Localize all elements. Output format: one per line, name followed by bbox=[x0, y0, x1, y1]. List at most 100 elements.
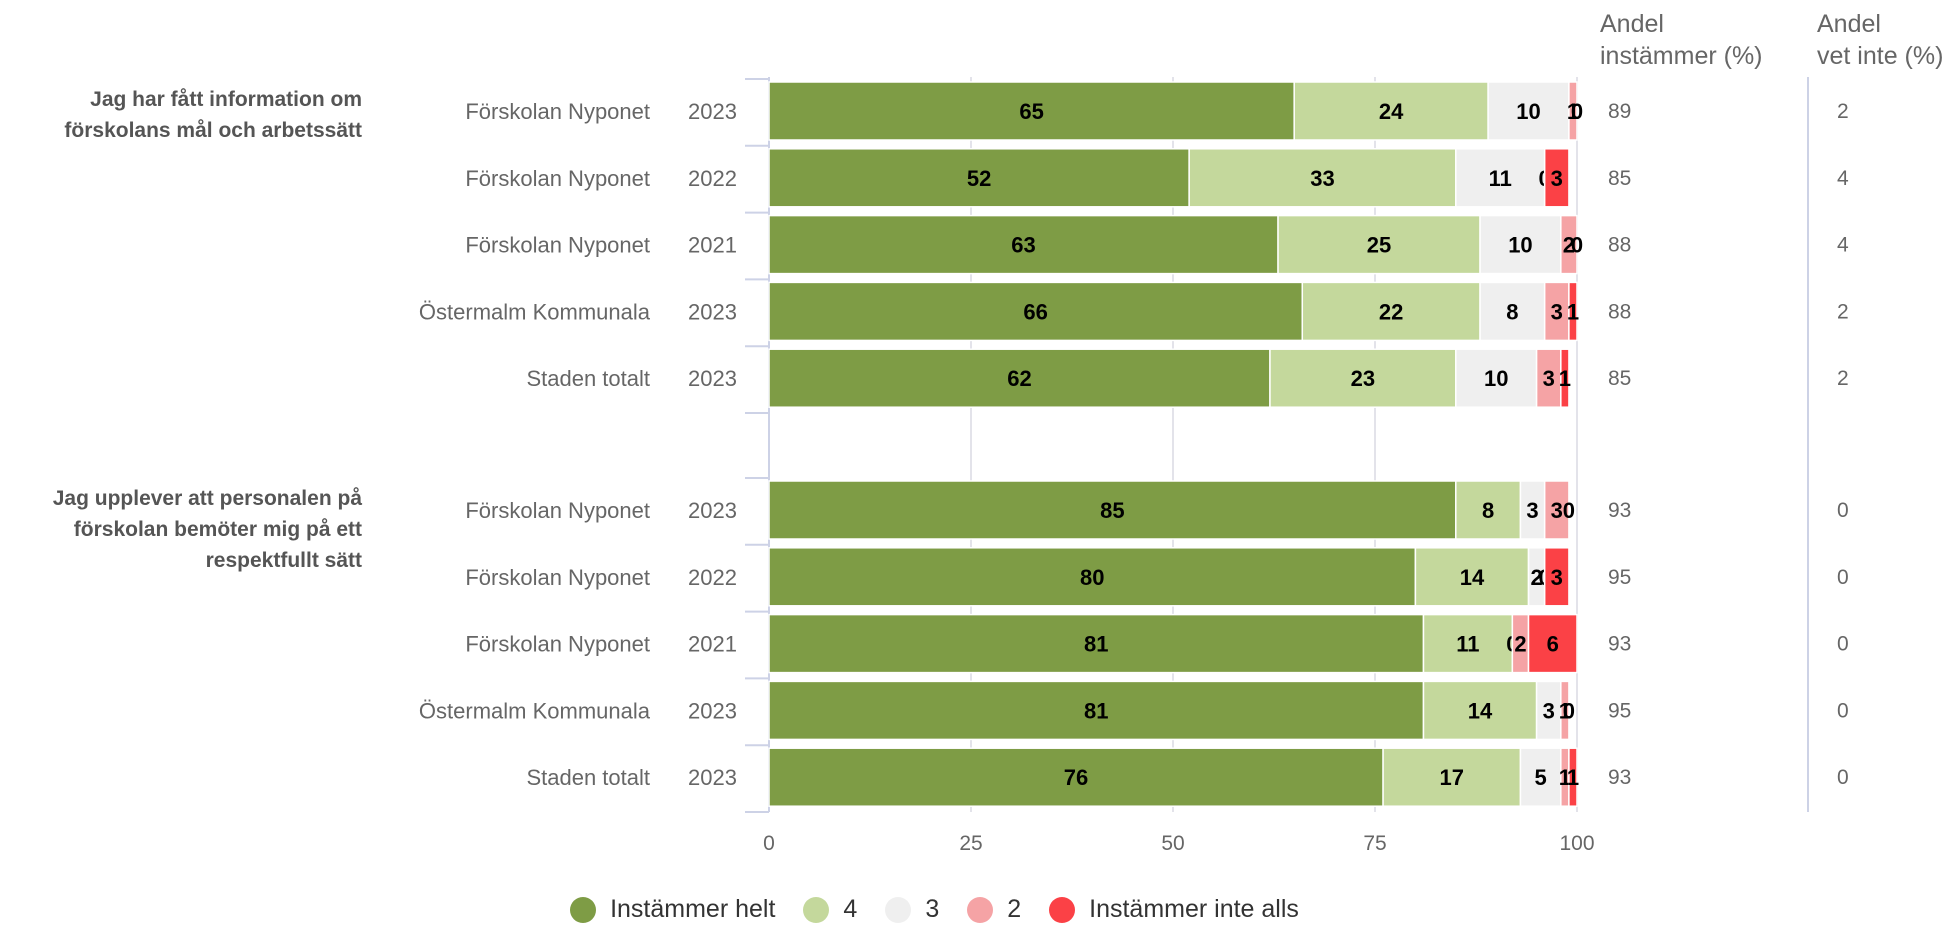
data-label-group2-forskolan-nyponet-2023-4: 8 bbox=[1482, 498, 1494, 523]
bar-segment-group2-forskolan-nyponet-2022-instammer-helt[interactable] bbox=[768, 547, 1417, 607]
data-label-group2-forskolan-nyponet-2023-instammer-inte-alls: 0 bbox=[1563, 498, 1575, 523]
data-label-group2-forskolan-nyponet-2022-4: 14 bbox=[1460, 565, 1485, 590]
bar-segment-group2-staden-totalt-2023-instammer-inte-alls[interactable] bbox=[1568, 747, 1578, 807]
bar-segment-group1-forskolan-nyponet-2021-instammer-helt[interactable] bbox=[768, 214, 1279, 275]
bar-segment-group1-forskolan-nyponet-2022-instammer-inte-alls[interactable] bbox=[1543, 148, 1570, 208]
col-header-andel-instammer: Andel instämmer (%) bbox=[1600, 8, 1763, 72]
data-label-group1-ostermalm-kommunala-2023-instammer-inte-alls: 1 bbox=[1567, 299, 1579, 324]
bar-segment-group1-forskolan-nyponet-2023-instammer-helt[interactable] bbox=[768, 81, 1295, 141]
andel-vet-inte-group1-forskolan-nyponet-2021: 4 bbox=[1837, 234, 1849, 257]
data-label-group1-ostermalm-kommunala-2023-instammer-helt: 66 bbox=[1023, 299, 1047, 324]
bar-segment-group1-forskolan-nyponet-2023-2[interactable] bbox=[1568, 81, 1578, 141]
row-year-group2-staden-totalt-2023: 2023 bbox=[688, 765, 737, 790]
bar-segment-group1-staden-totalt-2023-4[interactable] bbox=[1269, 348, 1457, 408]
bar-segment-group1-forskolan-nyponet-2022-3[interactable] bbox=[1455, 148, 1546, 208]
data-label-group1-forskolan-nyponet-2023-instammer-inte-alls: 0 bbox=[1571, 99, 1583, 124]
bar-segment-group2-forskolan-nyponet-2023-2[interactable] bbox=[1543, 480, 1570, 540]
legend-item-2[interactable]: 2 bbox=[967, 895, 1021, 924]
legend-item-3[interactable]: 3 bbox=[885, 895, 939, 924]
andel-vet-inte-group2-forskolan-nyponet-2022: 0 bbox=[1837, 566, 1849, 589]
bar-segment-group1-forskolan-nyponet-2023-3[interactable] bbox=[1487, 81, 1570, 141]
bar-segment-group1-forskolan-nyponet-2021-2[interactable] bbox=[1560, 214, 1578, 275]
row-label-group1-forskolan-nyponet-2023: Förskolan Nyponet bbox=[465, 99, 650, 124]
bar-segment-group1-forskolan-nyponet-2022-4[interactable] bbox=[1188, 148, 1457, 208]
bar-segment-group1-staden-totalt-2023-instammer-inte-alls[interactable] bbox=[1560, 348, 1570, 408]
andel-vet-inte-group2-forskolan-nyponet-2023: 0 bbox=[1837, 499, 1849, 522]
data-label-group1-staden-totalt-2023-instammer-inte-alls: 1 bbox=[1559, 366, 1571, 391]
col-header-andel-instammer-line2: instämmer (%) bbox=[1600, 42, 1763, 70]
data-label-group2-forskolan-nyponet-2023-2: 3 bbox=[1551, 498, 1563, 523]
legend-swatch-2 bbox=[967, 896, 994, 923]
andel-instammer-group2-forskolan-nyponet-2023: 93 bbox=[1608, 499, 1631, 522]
row-label-group1-ostermalm-kommunala-2023: Östermalm Kommunala bbox=[419, 299, 651, 324]
data-label-group1-forskolan-nyponet-2021-instammer-helt: 63 bbox=[1011, 233, 1035, 258]
bar-segment-group1-staden-totalt-2023-3[interactable] bbox=[1455, 348, 1538, 408]
legend-item-instammer-helt[interactable]: Instämmer helt bbox=[570, 895, 775, 924]
data-label-group1-ostermalm-kommunala-2023-4: 22 bbox=[1379, 299, 1403, 324]
data-label-group2-ostermalm-kommunala-2023-3: 3 bbox=[1543, 698, 1555, 723]
data-label-group1-forskolan-nyponet-2023-2: 1 bbox=[1567, 99, 1579, 124]
row-year-group1-forskolan-nyponet-2021: 2021 bbox=[688, 233, 737, 258]
legend-label-instammer-helt: Instämmer helt bbox=[610, 895, 776, 923]
data-label-group1-staden-totalt-2023-3: 10 bbox=[1484, 366, 1508, 391]
andel-instammer-group2-ostermalm-kommunala-2023: 95 bbox=[1608, 699, 1631, 722]
andel-vet-inte-group2-staden-totalt-2023: 0 bbox=[1837, 766, 1849, 789]
data-label-group2-forskolan-nyponet-2021-4: 11 bbox=[1456, 632, 1479, 657]
bar-segment-group1-ostermalm-kommunala-2023-2[interactable] bbox=[1543, 281, 1570, 342]
data-label-group2-staden-totalt-2023-3: 5 bbox=[1535, 765, 1547, 790]
bar-segment-group2-staden-totalt-2023-4[interactable] bbox=[1382, 747, 1522, 807]
data-label-group2-forskolan-nyponet-2021-2: 2 bbox=[1514, 632, 1526, 657]
bar-segment-group2-ostermalm-kommunala-2023-instammer-helt[interactable] bbox=[768, 680, 1425, 741]
legend-item-4[interactable]: 4 bbox=[803, 895, 857, 924]
data-label-group2-forskolan-nyponet-2022-instammer-helt: 80 bbox=[1080, 565, 1104, 590]
col-header-andel-vet-inte-line2: vet inte (%) bbox=[1817, 42, 1944, 70]
data-label-group1-forskolan-nyponet-2022-instammer-helt: 52 bbox=[967, 166, 991, 191]
data-label-group1-forskolan-nyponet-2023-3: 10 bbox=[1516, 99, 1540, 124]
bar-segment-group2-forskolan-nyponet-2022-instammer-inte-alls[interactable] bbox=[1543, 547, 1570, 607]
legend-label-2: 2 bbox=[1007, 895, 1022, 923]
data-label-group1-staden-totalt-2023-2: 3 bbox=[1543, 366, 1555, 391]
bar-segment-group2-ostermalm-kommunala-2023-3[interactable] bbox=[1535, 680, 1562, 741]
data-label-group2-forskolan-nyponet-2023-3: 3 bbox=[1526, 498, 1538, 523]
x-tick-label-75: 75 bbox=[1363, 832, 1386, 855]
bar-segment-group2-forskolan-nyponet-2021-instammer-helt[interactable] bbox=[768, 613, 1425, 674]
bar-segment-group1-ostermalm-kommunala-2023-3[interactable] bbox=[1479, 281, 1546, 342]
row-year-group2-ostermalm-kommunala-2023: 2023 bbox=[688, 698, 737, 723]
question-label-2-line-3: respektfullt sätt bbox=[206, 549, 362, 572]
bar-segment-group1-forskolan-nyponet-2023-4[interactable] bbox=[1293, 81, 1489, 141]
data-label-group1-forskolan-nyponet-2021-instammer-inte-alls: 0 bbox=[1571, 233, 1583, 258]
bar-segment-group2-forskolan-nyponet-2023-3[interactable] bbox=[1519, 480, 1546, 540]
bar-segment-group2-forskolan-nyponet-2021-4[interactable] bbox=[1422, 613, 1514, 674]
chart-legend: Instämmer helt 4 3 2 Instämmer inte alls bbox=[0, 895, 1955, 924]
bar-segment-group1-ostermalm-kommunala-2023-instammer-inte-alls[interactable] bbox=[1568, 281, 1578, 342]
andel-vet-inte-group1-forskolan-nyponet-2023: 2 bbox=[1837, 100, 1849, 123]
bar-segment-group2-forskolan-nyponet-2021-instammer-inte-alls[interactable] bbox=[1527, 613, 1578, 674]
bar-segment-group1-ostermalm-kommunala-2023-instammer-helt[interactable] bbox=[768, 281, 1304, 342]
data-label-group2-ostermalm-kommunala-2023-2: 1 bbox=[1559, 698, 1571, 723]
data-label-group2-staden-totalt-2023-instammer-inte-alls: 1 bbox=[1567, 765, 1579, 790]
bar-segment-group1-ostermalm-kommunala-2023-4[interactable] bbox=[1301, 281, 1481, 342]
andel-vet-inte-group1-ostermalm-kommunala-2023: 2 bbox=[1837, 300, 1849, 323]
andel-instammer-group1-staden-totalt-2023: 85 bbox=[1608, 367, 1631, 390]
data-label-group2-staden-totalt-2023-2: 1 bbox=[1559, 765, 1571, 790]
data-label-group1-staden-totalt-2023-4: 23 bbox=[1351, 366, 1375, 391]
data-label-group2-ostermalm-kommunala-2023-instammer-inte-alls: 0 bbox=[1563, 698, 1575, 723]
bar-segment-group2-staden-totalt-2023-instammer-helt[interactable] bbox=[768, 747, 1384, 807]
bar-segment-group2-ostermalm-kommunala-2023-2[interactable] bbox=[1560, 680, 1570, 741]
andel-vet-inte-group2-forskolan-nyponet-2021: 0 bbox=[1837, 633, 1849, 656]
question-label-2-line-2: förskolan bemöter mig på ett bbox=[74, 518, 362, 541]
row-label-group2-forskolan-nyponet-2023: Förskolan Nyponet bbox=[465, 498, 650, 523]
bar-segment-group2-forskolan-nyponet-2023-instammer-helt[interactable] bbox=[768, 480, 1457, 540]
legend-swatch-3 bbox=[885, 896, 912, 923]
legend-swatch-instammer-helt bbox=[570, 896, 597, 923]
data-label-group1-forskolan-nyponet-2022-instammer-inte-alls: 3 bbox=[1551, 166, 1563, 191]
data-label-group2-staden-totalt-2023-4: 17 bbox=[1440, 765, 1464, 790]
legend-label-4: 4 bbox=[843, 895, 858, 923]
data-label-group1-staden-totalt-2023-instammer-helt: 62 bbox=[1007, 366, 1031, 391]
data-label-group2-ostermalm-kommunala-2023-4: 14 bbox=[1468, 698, 1493, 723]
bar-segment-group2-forskolan-nyponet-2023-4[interactable] bbox=[1455, 480, 1522, 540]
andel-instammer-group1-forskolan-nyponet-2021: 88 bbox=[1608, 234, 1631, 257]
data-label-group1-forskolan-nyponet-2021-3: 10 bbox=[1508, 233, 1532, 258]
legend-item-instammer-inte-alls[interactable]: Instämmer inte alls bbox=[1049, 895, 1299, 924]
